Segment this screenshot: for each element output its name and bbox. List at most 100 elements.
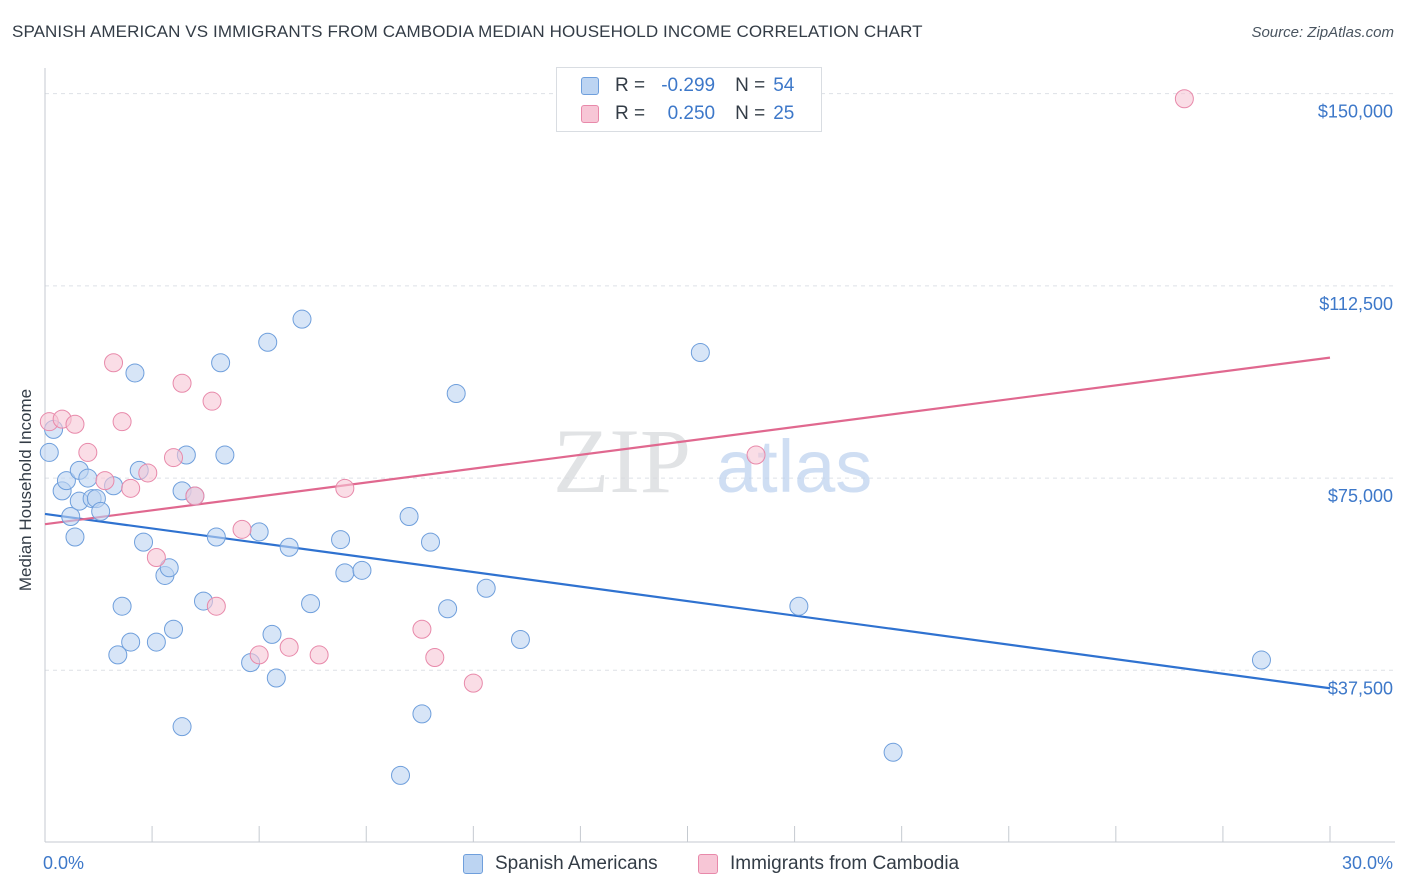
data-point-spanish-american [125, 363, 145, 383]
data-point-cambodia [65, 414, 85, 434]
data-point-cambodia [412, 619, 432, 639]
data-point-spanish-american [266, 668, 286, 688]
data-point-cambodia [249, 645, 269, 665]
data-point-spanish-american [206, 527, 226, 547]
trend-lines [44, 356, 1331, 690]
chart-title: SPANISH AMERICAN VS IMMIGRANTS FROM CAMB… [12, 22, 923, 41]
data-point-spanish-american [159, 558, 179, 578]
data-point-spanish-american [258, 332, 278, 352]
data-point-cambodia [746, 445, 766, 465]
data-point-spanish-american [78, 468, 98, 488]
legend-swatch-blue [463, 854, 483, 874]
legend-row-spanish-americans: R = -0.299 N = 54 [581, 74, 794, 98]
data-point-spanish-american [65, 527, 85, 547]
data-point-spanish-american [352, 560, 372, 580]
legend-r-label: R = [615, 103, 646, 124]
data-point-spanish-american [172, 717, 192, 737]
tick-labels: 0.0% 30.0% $37,500 $75,000 $112,500 $150,00… [43, 102, 1393, 873]
data-point-spanish-american [331, 530, 351, 550]
data-point-cambodia [146, 548, 166, 568]
source-credit: Source: ZipAtlas.com [1251, 24, 1394, 41]
data-point-spanish-american [789, 596, 809, 616]
y-tick-label: $75,000 [1328, 486, 1393, 506]
watermark-zip: ZIP [553, 410, 691, 512]
legend-n-value: 25 [773, 103, 795, 124]
legend-row-cambodia: R = 0.250 N = 25 [581, 102, 794, 126]
data-point-spanish-american [883, 742, 903, 762]
legend-n-label: N = [735, 103, 766, 124]
legend-label-cambodia: Immigrants from Cambodia [730, 853, 960, 874]
data-point-spanish-american [335, 563, 355, 583]
data-point-cambodia [232, 519, 252, 539]
data-point-spanish-american [391, 765, 411, 785]
data-point-spanish-american [61, 507, 81, 527]
data-point-spanish-american [249, 522, 269, 542]
data-point-spanish-american [476, 578, 496, 598]
data-point-cambodia [425, 647, 445, 667]
data-point-cambodia [112, 412, 132, 432]
trend-line-spanish-american [44, 512, 1331, 690]
grid-lines [45, 93, 1395, 671]
data-point-cambodia [185, 486, 205, 506]
data-point-cambodia [279, 637, 299, 657]
data-point-spanish-american [262, 624, 282, 644]
correlation-legend: R = -0.299 N = 54 R = 0.250 N = 25 [556, 67, 822, 132]
legend-r-label: R = [615, 75, 646, 96]
data-point-spanish-american [108, 645, 128, 665]
data-point-spanish-american [301, 594, 321, 614]
data-point-spanish-american [215, 445, 235, 465]
y-tick-label: $112,500 [1319, 294, 1393, 314]
data-point-spanish-american [121, 632, 141, 652]
data-point-spanish-american [690, 342, 710, 362]
legend-swatch-pink [581, 105, 599, 123]
data-point-spanish-american [510, 630, 530, 650]
data-point-cambodia [78, 442, 98, 462]
data-point-cambodia [202, 391, 222, 411]
data-point-spanish-american [91, 501, 111, 521]
watermark-atlas: atlas [716, 425, 872, 508]
legend-n-value: 54 [773, 75, 795, 96]
data-point-cambodia [121, 478, 141, 498]
data-point-spanish-american [211, 353, 231, 373]
legend-r-value: -0.299 [661, 75, 716, 96]
data-point-spanish-american [146, 632, 166, 652]
data-point-spanish-american [164, 619, 183, 639]
x-tick-label-max: 30.0% [1342, 853, 1393, 873]
legend-n-label: N = [735, 75, 766, 96]
data-point-cambodia [172, 373, 192, 393]
data-point-spanish-american [399, 507, 419, 527]
data-point-spanish-american [421, 532, 440, 552]
data-points [39, 89, 1271, 785]
y-axis-label: Median Household Income [16, 388, 35, 592]
watermark: ZIP atlas [553, 410, 872, 512]
legend-item-cambodia: Immigrants from Cambodia [698, 852, 959, 876]
data-point-cambodia [104, 353, 124, 373]
x-tick-label-min: 0.0% [43, 853, 84, 873]
data-point-spanish-american [134, 532, 154, 552]
data-point-cambodia [1174, 89, 1194, 109]
data-point-spanish-american [56, 471, 76, 491]
legend-r-value: 0.250 [667, 103, 716, 124]
data-point-spanish-american [292, 309, 312, 329]
legend-swatch-pink [698, 854, 718, 874]
data-point-cambodia [164, 448, 183, 468]
data-point-spanish-american [279, 537, 299, 557]
data-point-spanish-american [446, 383, 466, 403]
legend-label-spanish-americans: Spanish Americans [495, 853, 658, 874]
trend-line-cambodia [44, 356, 1331, 526]
data-point-cambodia [463, 673, 483, 693]
data-point-spanish-american [39, 442, 59, 462]
data-point-cambodia [95, 471, 115, 491]
legend-swatch-blue [581, 77, 599, 95]
y-tick-label: $37,500 [1328, 678, 1393, 698]
data-point-spanish-american [112, 596, 132, 616]
y-tick-label: $150,000 [1318, 102, 1393, 122]
data-point-cambodia [206, 596, 226, 616]
data-point-cambodia [335, 478, 355, 498]
legend-item-spanish-americans: Spanish Americans [463, 852, 658, 876]
data-point-cambodia [138, 463, 158, 483]
data-point-spanish-american [438, 599, 458, 619]
data-point-cambodia [309, 645, 329, 665]
y-axis-label-wrap: Median Household Income [6, 290, 46, 690]
